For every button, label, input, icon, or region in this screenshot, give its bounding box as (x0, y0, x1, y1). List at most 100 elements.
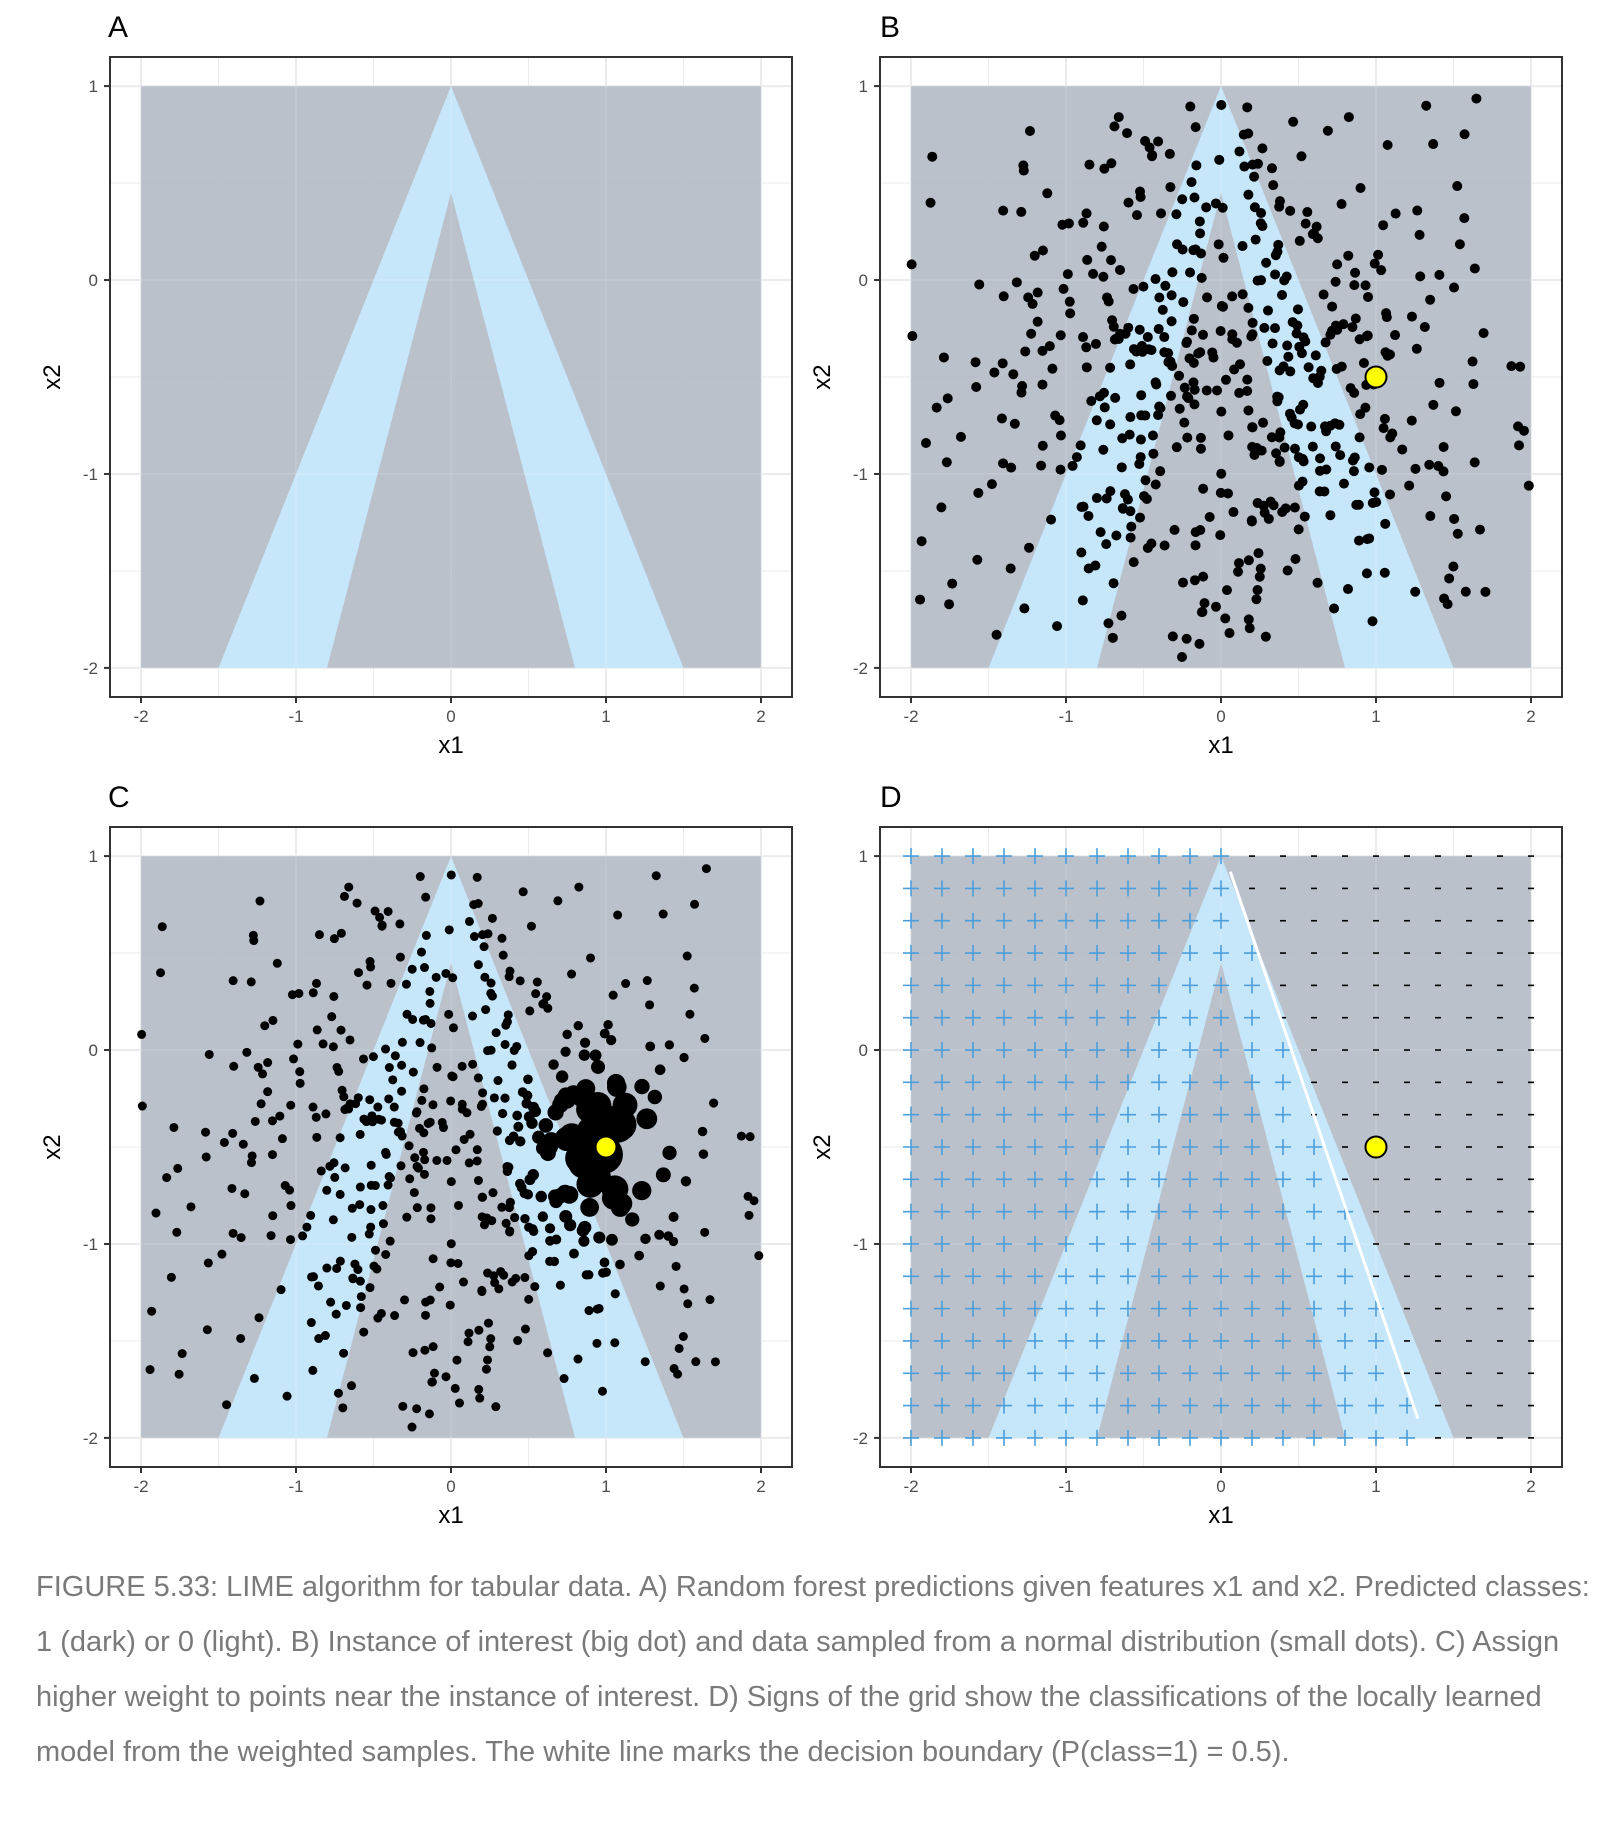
sample-point (1078, 501, 1089, 512)
sample-point (1098, 221, 1109, 232)
plus-sign (996, 1203, 1012, 1220)
plus-sign (934, 1235, 950, 1252)
x-tick-label: 0 (446, 707, 455, 726)
sample-point (1216, 301, 1227, 312)
sample-point (1424, 459, 1435, 470)
sample-point (1076, 547, 1087, 558)
sample-point (1469, 457, 1480, 468)
sample-point (916, 536, 927, 547)
sample-point (1042, 188, 1053, 199)
sample-point (1279, 275, 1290, 286)
sample-point (1135, 512, 1146, 523)
weighted-sample-point (435, 1282, 445, 1292)
weighted-sample-point (378, 1219, 388, 1229)
sample-point (1349, 280, 1360, 291)
plus-sign (1337, 1268, 1353, 1285)
weighted-sample-point (478, 1088, 488, 1098)
plus-sign (996, 880, 1012, 897)
sample-point (1448, 561, 1459, 572)
plus-sign (1151, 1235, 1167, 1252)
weighted-sample-point (355, 1276, 365, 1286)
weighted-sample-point (485, 1342, 495, 1352)
plus-sign (1151, 977, 1167, 994)
plus-sign (1151, 1009, 1167, 1026)
sample-point (1450, 406, 1461, 417)
weighted-sample-point (527, 1169, 539, 1181)
weighted-sample-point (424, 1409, 434, 1419)
plus-sign (965, 945, 981, 962)
weighted-sample-point (450, 1383, 460, 1393)
sample-point (1227, 291, 1238, 302)
plus-sign (934, 880, 950, 897)
plus-sign (1213, 912, 1229, 929)
y-tick-label: 0 (89, 1041, 98, 1060)
weighted-sample-point (658, 909, 668, 919)
sample-point (1459, 213, 1470, 224)
weighted-sample-point (322, 1185, 332, 1195)
plus-sign (1058, 1074, 1074, 1091)
plus-sign (903, 1171, 919, 1188)
sample-point (1186, 325, 1197, 336)
weighted-sample-point (282, 1391, 292, 1401)
sample-point (1227, 329, 1238, 340)
plus-sign (1151, 1268, 1167, 1285)
plus-sign (996, 1042, 1012, 1059)
plus-sign (1027, 1106, 1043, 1123)
sample-point (989, 367, 1000, 378)
sample-point (1242, 385, 1253, 396)
weighted-sample-point (353, 968, 363, 978)
plus-sign (1089, 1268, 1105, 1285)
weighted-sample-point (276, 1285, 286, 1295)
plus-sign (965, 1009, 981, 1026)
sample-point (1421, 100, 1432, 111)
plus-sign (903, 1365, 919, 1382)
weighted-sample-point (608, 990, 618, 1000)
weighted-sample-point (690, 899, 700, 909)
weighted-sample-point (255, 896, 265, 906)
sample-point (1289, 443, 1300, 454)
weighted-sample-point (685, 1009, 695, 1019)
sample-point (1064, 296, 1075, 307)
plus-sign (903, 1429, 919, 1446)
weighted-sample-point (355, 1182, 365, 1192)
plus-sign (1089, 1235, 1105, 1252)
x-tick-label: 1 (601, 1477, 610, 1496)
weighted-sample-point (295, 1078, 305, 1088)
sample-point (920, 438, 931, 449)
sample-point (1262, 305, 1273, 316)
weighted-sample-point (328, 1042, 338, 1052)
sample-point (1135, 186, 1146, 197)
weighted-sample-point (293, 1039, 303, 1049)
sample-point (1343, 112, 1354, 123)
weighted-sample-point (365, 1095, 375, 1105)
sample-point (1251, 594, 1262, 605)
plus-sign (1120, 880, 1136, 897)
plus-sign (934, 1009, 950, 1026)
sample-point (997, 358, 1008, 369)
sample-point (1146, 538, 1157, 549)
weighted-sample-point (249, 1373, 259, 1383)
sample-point (1249, 171, 1260, 182)
weighted-sample-point (352, 898, 362, 908)
sample-point (998, 205, 1009, 216)
weighted-sample-point (555, 1280, 565, 1290)
sample-point (1156, 208, 1167, 219)
sample-point (1363, 291, 1374, 302)
weighted-sample-point (328, 1215, 338, 1225)
sample-point (1190, 540, 1201, 551)
weighted-sample-point (474, 1384, 484, 1394)
sample-point (1282, 340, 1293, 351)
sample-point (906, 259, 917, 270)
sample-point (1154, 401, 1165, 412)
weighted-sample-point (454, 1398, 464, 1408)
weighted-sample-point (625, 1212, 640, 1227)
weighted-sample-point (412, 1404, 422, 1414)
sample-point (1279, 442, 1290, 453)
sample-point (1260, 631, 1271, 642)
sample-point (1194, 216, 1205, 227)
weighted-sample-point (586, 953, 596, 963)
weighted-sample-point (335, 1256, 345, 1266)
weighted-sample-point (486, 1334, 496, 1344)
sample-point (1299, 511, 1310, 522)
weighted-sample-point (417, 947, 427, 957)
